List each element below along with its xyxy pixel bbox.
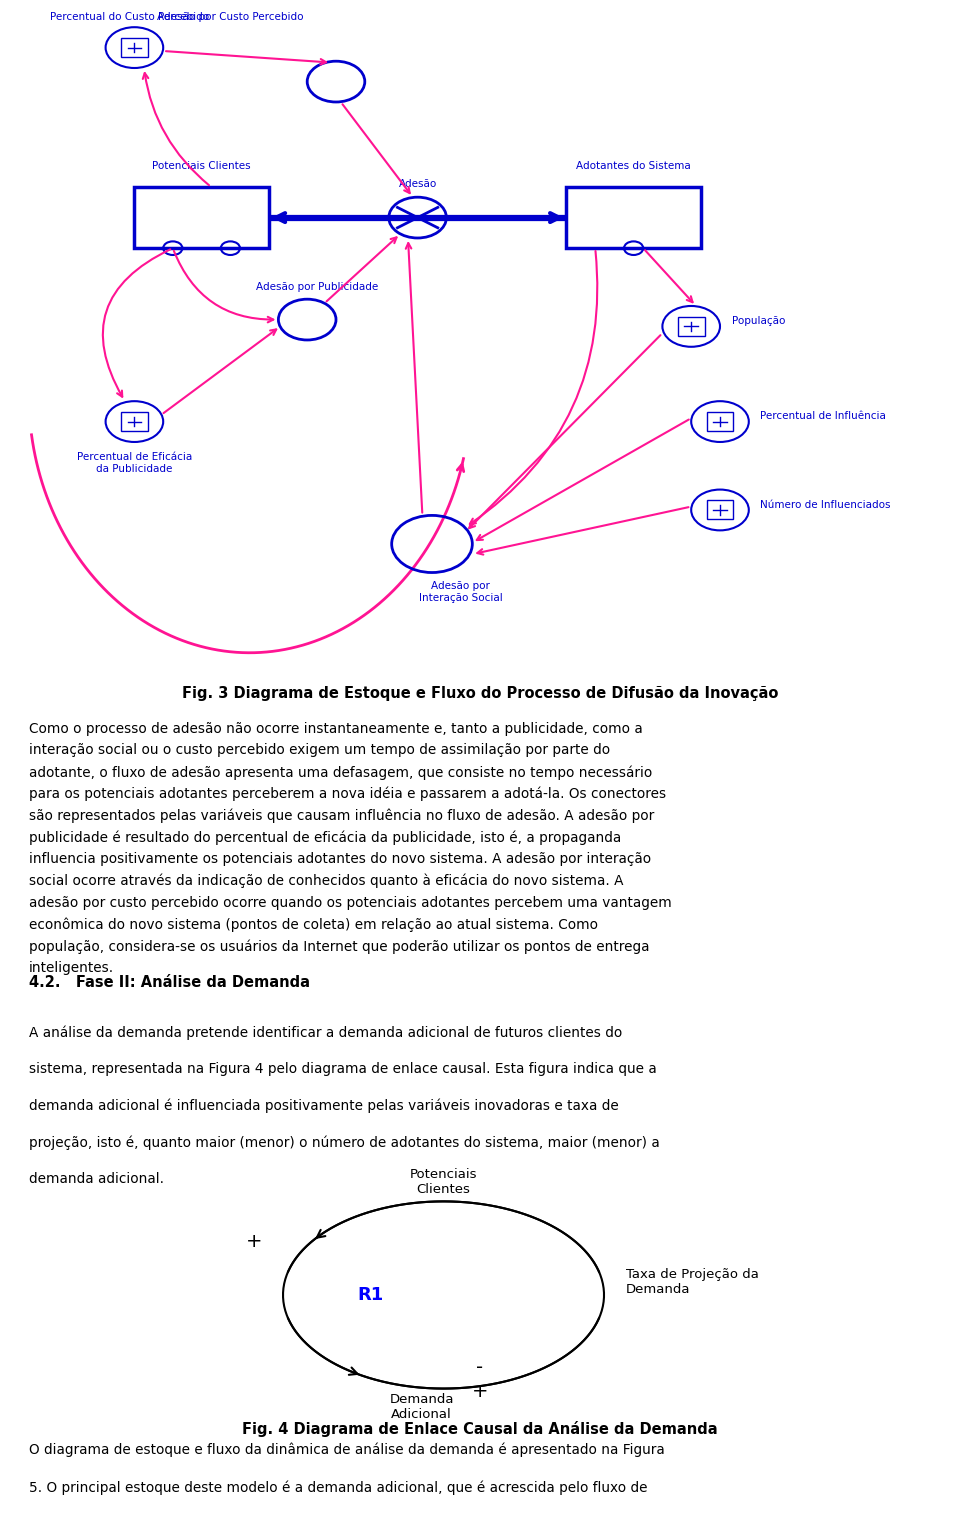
Text: demanda adicional é influenciada positivamente pelas variáveis inovadoras e taxa: demanda adicional é influenciada positiv… — [29, 1099, 618, 1114]
Text: Como o processo de adesão não ocorre instantaneamente e, tanto a publicidade, co: Como o processo de adesão não ocorre ins… — [29, 721, 642, 735]
Text: projeção, isto é, quanto maior (menor) o número de adotantes do sistema, maior (: projeção, isto é, quanto maior (menor) o… — [29, 1135, 660, 1151]
Text: adesão por custo percebido ocorre quando os potenciais adotantes percebem uma va: adesão por custo percebido ocorre quando… — [29, 895, 672, 909]
Text: econômica do novo sistema (pontos de coleta) em relação ao atual sistema. Como: econômica do novo sistema (pontos de col… — [29, 917, 598, 932]
Text: sistema, representada na Figura 4 pelo diagrama de enlace causal. Esta figura in: sistema, representada na Figura 4 pelo d… — [29, 1062, 657, 1076]
Text: para os potenciais adotantes perceberem a nova idéia e passarem a adotá-la. Os c: para os potenciais adotantes perceberem … — [29, 787, 666, 801]
FancyBboxPatch shape — [121, 413, 148, 431]
FancyBboxPatch shape — [678, 316, 705, 336]
Text: O diagrama de estoque e fluxo da dinâmica de análise da demanda é apresentado na: O diagrama de estoque e fluxo da dinâmic… — [29, 1442, 664, 1456]
Text: Adesão por Custo Percebido: Adesão por Custo Percebido — [157, 12, 303, 21]
Text: social ocorre através da indicação de conhecidos quanto à eficácia do novo siste: social ocorre através da indicação de co… — [29, 874, 623, 888]
Text: Adotantes do Sistema: Adotantes do Sistema — [576, 162, 691, 171]
Text: 5. O principal estoque deste modelo é a demanda adicional, que é acrescida pelo : 5. O principal estoque deste modelo é a … — [29, 1481, 647, 1496]
Text: A análise da demanda pretende identificar a demanda adicional de futuros cliente: A análise da demanda pretende identifica… — [29, 1025, 622, 1041]
FancyBboxPatch shape — [707, 501, 733, 520]
FancyBboxPatch shape — [707, 413, 733, 431]
Text: são representados pelas variáveis que causam influência no fluxo de adesão. A ad: são representados pelas variáveis que ca… — [29, 808, 654, 824]
Text: Fig. 3 Diagrama de Estoque e Fluxo do Processo de Difusão da Inovação: Fig. 3 Diagrama de Estoque e Fluxo do Pr… — [181, 686, 779, 701]
Text: demanda adicional.: demanda adicional. — [29, 1172, 164, 1186]
Text: +: + — [471, 1381, 489, 1401]
Text: população, considera-se os usuários da Internet que poderão utilizar os pontos d: população, considera-se os usuários da I… — [29, 940, 649, 953]
Text: interação social ou o custo percebido exigem um tempo de assimilação por parte d: interação social ou o custo percebido ex… — [29, 744, 610, 758]
Text: Percentual do Custo Percebido: Percentual do Custo Percebido — [50, 12, 209, 21]
Text: Percentual de Eficácia
da Publicidade: Percentual de Eficácia da Publicidade — [77, 452, 192, 474]
Text: Número de Influenciados: Número de Influenciados — [760, 500, 891, 509]
FancyBboxPatch shape — [134, 186, 269, 248]
Text: publicidade é resultado do percentual de eficácia da publicidade, isto é, a prop: publicidade é resultado do percentual de… — [29, 830, 621, 845]
Text: influencia positivamente os potenciais adotantes do novo sistema. A adesão por i: influencia positivamente os potenciais a… — [29, 853, 651, 866]
Text: Percentual de Influência: Percentual de Influência — [760, 411, 886, 422]
Text: Adesão por Publicidade: Adesão por Publicidade — [255, 283, 378, 292]
Text: +: + — [246, 1232, 262, 1251]
Text: Potenciais Clientes: Potenciais Clientes — [153, 162, 251, 171]
Text: População: População — [732, 316, 785, 325]
Text: R1: R1 — [357, 1287, 384, 1303]
Text: 4.2.   Fase II: Análise da Demanda: 4.2. Fase II: Análise da Demanda — [29, 975, 310, 990]
FancyBboxPatch shape — [121, 38, 148, 57]
Text: adotante, o fluxo de adesão apresenta uma defasagem, que consiste no tempo neces: adotante, o fluxo de adesão apresenta um… — [29, 766, 652, 779]
Text: inteligentes.: inteligentes. — [29, 961, 114, 975]
FancyBboxPatch shape — [566, 186, 701, 248]
Text: Potenciais
Clientes: Potenciais Clientes — [410, 1167, 477, 1196]
Text: Fig. 4 Diagrama de Enlace Causal da Análise da Demanda: Fig. 4 Diagrama de Enlace Causal da Anál… — [242, 1421, 718, 1436]
Text: Adesão: Adesão — [398, 179, 437, 189]
Text: Adesão por
Interação Social: Adesão por Interação Social — [419, 581, 503, 604]
Text: Taxa de Projeção da
Demanda: Taxa de Projeção da Demanda — [626, 1268, 758, 1296]
Text: -: - — [476, 1358, 484, 1377]
Text: Demanda
Adicional: Demanda Adicional — [390, 1392, 454, 1421]
